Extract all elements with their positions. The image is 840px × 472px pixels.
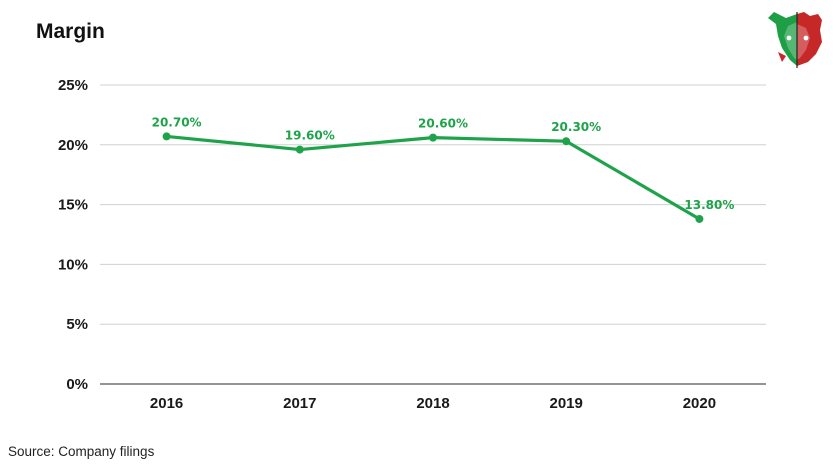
x-tick-label: 2017	[283, 395, 316, 412]
data-points	[162, 132, 704, 223]
data-label: 20.60%	[418, 117, 468, 131]
y-tick-label: 25%	[58, 77, 88, 94]
bull-bear-logo-icon	[764, 8, 830, 75]
y-tick-label: 10%	[58, 256, 88, 273]
x-tick-label: 2019	[550, 395, 583, 412]
y-tick-label: 0%	[66, 376, 88, 393]
data-label: 19.60%	[285, 129, 335, 143]
series-line-margin	[165, 134, 702, 221]
x-axis-tick-labels: 2016 2017 2018 2019 2020	[150, 395, 716, 412]
data-point	[429, 133, 437, 142]
chart-title: Margin	[36, 20, 105, 43]
y-tick-label: 5%	[66, 316, 88, 333]
data-point	[562, 137, 571, 146]
data-point	[695, 214, 704, 223]
series-line	[165, 134, 702, 221]
y-tick-label: 15%	[58, 197, 88, 214]
data-labels: 20.70% 19.60% 20.60% 20.30% 13.80%	[152, 115, 735, 212]
x-tick-label: 2020	[683, 395, 716, 412]
y-axis-tick-labels: 0% 5% 10% 15% 20% 25%	[58, 77, 88, 393]
data-point	[295, 145, 304, 154]
data-label: 20.70%	[152, 115, 202, 129]
gridlines	[100, 84, 766, 385]
x-tick-label: 2016	[150, 395, 183, 412]
data-point	[162, 132, 171, 141]
y-tick-label: 20%	[58, 137, 88, 154]
data-label: 20.30%	[551, 120, 601, 134]
source-note: Source: Company filings	[8, 444, 155, 459]
x-tick-label: 2018	[416, 395, 449, 412]
data-label: 13.80%	[684, 198, 734, 212]
